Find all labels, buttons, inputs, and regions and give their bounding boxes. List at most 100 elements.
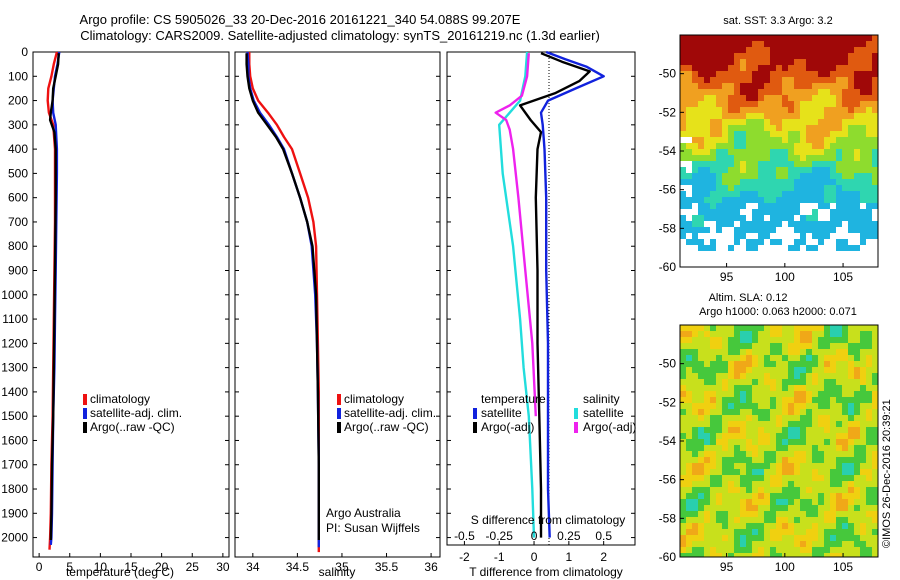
sst-cell: [860, 161, 866, 167]
sst-cell: [734, 185, 740, 191]
sla-cell: [716, 445, 722, 451]
sla-cell: [854, 343, 860, 349]
sst-cell: [770, 119, 776, 125]
sla-cell: [866, 415, 872, 421]
sla-cell: [686, 409, 692, 415]
sla-cell: [866, 475, 872, 481]
sst-cell: [818, 197, 824, 203]
sla-cell: [686, 397, 692, 403]
sst-cell: [746, 47, 752, 53]
sst-cell: [746, 71, 752, 77]
sst-cell: [800, 191, 806, 197]
sla-cell: [758, 421, 764, 427]
sst-cell: [770, 227, 776, 233]
sst-cell: [806, 47, 812, 53]
sst-cell: [680, 83, 686, 89]
sla-cell: [770, 541, 776, 547]
sst-cell: [680, 113, 686, 119]
sst-cell: [812, 179, 818, 185]
sla-cell: [710, 541, 716, 547]
legend-label-satellite: satellite-adj. clim.: [344, 406, 436, 420]
sst-cell: [680, 179, 686, 185]
sla-cell: [680, 379, 686, 385]
sla-cell: [848, 463, 854, 469]
sla-cell: [806, 331, 812, 337]
sst-cell: [806, 41, 812, 47]
sla-cell: [752, 349, 758, 355]
map-x-tick-label: 105: [833, 560, 853, 574]
sst-cell: [860, 209, 866, 215]
sst-cell: [782, 209, 788, 215]
sst-cell: [704, 143, 710, 149]
sla-cell: [788, 331, 794, 337]
sla-cell: [788, 427, 794, 433]
sla-cell: [716, 391, 722, 397]
sst-cell: [758, 239, 764, 245]
sla-cell: [710, 397, 716, 403]
sla-cell: [806, 487, 812, 493]
sst-cell: [818, 35, 824, 41]
sla-cell: [872, 535, 878, 541]
sst-cell: [788, 149, 794, 155]
sst-cell: [710, 119, 716, 125]
sst-cell: [794, 173, 800, 179]
sst-cell: [782, 59, 788, 65]
sla-cell: [758, 349, 764, 355]
sla-cell: [692, 463, 698, 469]
sst-cell: [836, 173, 842, 179]
sst-cell: [716, 161, 722, 167]
sla-cell: [872, 481, 878, 487]
sla-cell: [758, 331, 764, 337]
sla-cell: [692, 391, 698, 397]
sst-cell: [782, 41, 788, 47]
sst-cell: [692, 71, 698, 77]
sla-cell: [818, 469, 824, 475]
sla-cell: [776, 439, 782, 445]
sst-cell: [824, 89, 830, 95]
sla-cell: [794, 379, 800, 385]
sla-cell: [854, 385, 860, 391]
sst-cell: [740, 59, 746, 65]
sla-cell: [770, 469, 776, 475]
sst-cell: [824, 227, 830, 233]
sla-cell: [680, 391, 686, 397]
sst-cell: [872, 221, 878, 227]
sla-cell: [782, 517, 788, 523]
sst-cell: [866, 167, 872, 173]
sst-cell: [842, 131, 848, 137]
sst-cell: [836, 185, 842, 191]
sla-cell: [806, 397, 812, 403]
sst-cell: [764, 191, 770, 197]
sla-cell: [806, 415, 812, 421]
sla-cell: [752, 403, 758, 409]
sst-cell: [848, 191, 854, 197]
sla-cell: [788, 391, 794, 397]
sla-cell: [788, 523, 794, 529]
sst-cell: [734, 239, 740, 245]
sla-cell: [860, 409, 866, 415]
sst-cell: [860, 191, 866, 197]
sst-cell: [848, 89, 854, 95]
sst-cell: [728, 197, 734, 203]
sla-cell: [758, 325, 764, 331]
sst-cell: [704, 47, 710, 53]
sst-cell: [764, 83, 770, 89]
sla-cell: [794, 487, 800, 493]
sla-cell: [746, 451, 752, 457]
sla-cell: [746, 499, 752, 505]
sst-cell: [746, 59, 752, 65]
sla-cell: [866, 439, 872, 445]
sst-cell: [776, 101, 782, 107]
sst-cell: [710, 95, 716, 101]
sst-cell: [764, 89, 770, 95]
sla-cell: [842, 487, 848, 493]
sla-cell: [704, 397, 710, 403]
sst-cell: [710, 77, 716, 83]
sla-cell: [854, 331, 860, 337]
sst-cell: [800, 197, 806, 203]
sla-cell: [764, 439, 770, 445]
sst-cell: [710, 239, 716, 245]
diff-series-line-3: [494, 53, 537, 417]
sla-cell: [854, 415, 860, 421]
